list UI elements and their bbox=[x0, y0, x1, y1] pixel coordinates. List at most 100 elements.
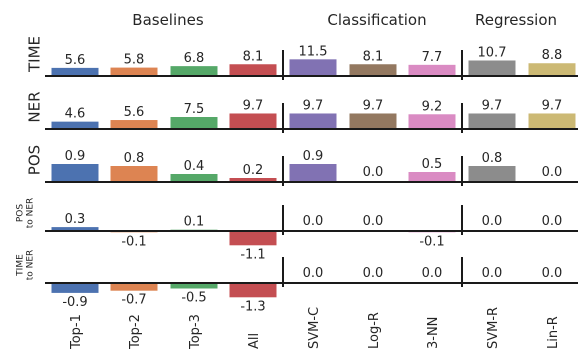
value-label-pos-3-nn: 0.5 bbox=[422, 157, 443, 172]
value-label-ner-top-3: 7.5 bbox=[184, 102, 205, 117]
value-label-pos-top-2: 0.8 bbox=[124, 151, 145, 166]
value-label-ner-lin-r: 9.7 bbox=[542, 98, 563, 113]
row-pos-to-ner: POSto NER 0.3 -0.1 0.1 -1.1 0.0 0.0 -0.1 0.0 0.0 bbox=[16, 198, 578, 262]
row-label-time-to-ner: TIMEto NER bbox=[16, 250, 36, 281]
bar-time-top-1 bbox=[51, 67, 99, 76]
bar-pos-3-nn bbox=[408, 172, 456, 182]
bar-ner-log-r bbox=[349, 113, 397, 129]
bar-time-all bbox=[229, 64, 277, 76]
value-label-time-to-ner-svm-r: 0.0 bbox=[482, 266, 503, 281]
bar-time-svm-r bbox=[468, 60, 516, 76]
row-ner: NER 4.6 5.6 7.5 9.7 9.7 9.7 9.2 9.7 9.7 bbox=[25, 91, 578, 133]
value-label-pos-to-ner-3-nn: -0.1 bbox=[419, 234, 444, 249]
value-label-pos-to-ner-top-2: -0.1 bbox=[121, 234, 146, 249]
value-label-time-to-ner-lin-r: 0.0 bbox=[542, 266, 563, 281]
value-label-pos-to-ner-log-r: 0.0 bbox=[363, 214, 384, 229]
value-label-pos-top-1: 0.9 bbox=[65, 149, 86, 164]
bar-pos-top-2 bbox=[110, 166, 158, 182]
value-label-pos-to-ner-svm-r: 0.0 bbox=[482, 214, 503, 229]
bar-pos-svm-c bbox=[289, 164, 337, 182]
value-label-pos-to-ner-all: -1.1 bbox=[240, 247, 265, 262]
value-label-ner-3-nn: 9.2 bbox=[422, 99, 443, 114]
x-tick-label-top-3: Top-3 bbox=[188, 314, 203, 349]
group-titles: Baselines Classification Regression bbox=[132, 11, 557, 29]
value-label-time-to-ner-svm-c: 0.0 bbox=[303, 266, 324, 281]
bar-ner-svm-r bbox=[468, 113, 516, 129]
value-label-time-to-ner-3-nn: 0.0 bbox=[422, 266, 443, 281]
x-tick-label-svm-r: SVM-R bbox=[486, 307, 501, 349]
value-label-time-svm-r: 10.7 bbox=[478, 45, 507, 60]
value-label-time-lin-r: 8.8 bbox=[542, 48, 563, 63]
value-label-ner-svm-r: 9.7 bbox=[482, 98, 503, 113]
value-label-ner-top-1: 4.6 bbox=[65, 107, 86, 122]
bar-pos-top-1 bbox=[51, 164, 99, 182]
x-tick-label-log-r: Log-R bbox=[367, 312, 382, 349]
bar-time-to-ner-all bbox=[229, 283, 277, 298]
bar-pos-top-3 bbox=[170, 174, 218, 182]
group-title-classification: Classification bbox=[327, 11, 426, 29]
value-label-pos-to-ner-lin-r: 0.0 bbox=[542, 214, 563, 229]
row-label-time: TIME bbox=[25, 36, 43, 73]
value-label-time-to-ner-top-1: -0.9 bbox=[62, 295, 87, 310]
row-label-line: POS bbox=[16, 204, 26, 223]
bar-time-to-ner-top-1 bbox=[51, 283, 99, 293]
value-label-pos-lin-r: 0.0 bbox=[542, 165, 563, 180]
bar-pos-all bbox=[229, 178, 277, 182]
value-label-ner-log-r: 9.7 bbox=[363, 98, 384, 113]
x-tick-label-top-1: Top-1 bbox=[69, 314, 84, 349]
bar-time-lin-r bbox=[528, 63, 576, 76]
x-tick-label-all: All bbox=[247, 333, 262, 349]
bar-ner-lin-r bbox=[528, 113, 576, 129]
x-tick-label-lin-r: Lin-R bbox=[546, 316, 561, 349]
bar-time-3-nn bbox=[408, 64, 456, 76]
bar-pos-to-ner-top-1 bbox=[51, 227, 99, 231]
row-label-line: NER bbox=[25, 91, 43, 122]
value-label-time-3-nn: 7.7 bbox=[422, 50, 443, 65]
bar-ner-3-nn bbox=[408, 114, 456, 129]
bar-time-svm-c bbox=[289, 59, 337, 76]
bar-time-to-ner-top-3 bbox=[170, 283, 218, 289]
row-time-to-ner: TIMEto NER -0.9 -0.7 -0.5 -1.3 0.0 0.0 0.0 0.0 0.… bbox=[16, 250, 578, 314]
chart-rows: TIME 5.6 5.8 6.8 8.1 11.5 8.1 7.7 10.7 8.8 NER 4.6 5… bbox=[16, 36, 578, 314]
value-label-time-to-ner-top-3: -0.5 bbox=[181, 291, 206, 306]
bar-ner-svm-c bbox=[289, 113, 337, 129]
bar-ner-top-3 bbox=[170, 117, 218, 129]
bar-pos-svm-r bbox=[468, 166, 516, 182]
row-label-pos: POS bbox=[25, 145, 43, 175]
x-tick-label-svm-c: SVM-C bbox=[307, 307, 322, 349]
bar-time-top-2 bbox=[110, 67, 158, 76]
value-label-pos-svm-r: 0.8 bbox=[482, 151, 503, 166]
bar-ner-all bbox=[229, 113, 277, 129]
row-label-line: to NER bbox=[26, 198, 36, 229]
bar-time-top-3 bbox=[170, 66, 218, 76]
bar-pos-to-ner-all bbox=[229, 231, 277, 246]
value-label-pos-to-ner-top-3: 0.1 bbox=[184, 215, 205, 230]
x-tick-label-3-nn: 3-NN bbox=[426, 317, 441, 349]
value-label-pos-all: 0.2 bbox=[243, 163, 264, 178]
value-label-time-top-1: 5.6 bbox=[65, 53, 86, 68]
value-label-pos-svm-c: 0.9 bbox=[303, 149, 324, 164]
value-label-pos-top-3: 0.4 bbox=[184, 159, 205, 174]
value-label-ner-top-2: 5.6 bbox=[124, 105, 145, 120]
group-title-regression: Regression bbox=[475, 11, 557, 29]
bar-ner-top-1 bbox=[51, 121, 99, 129]
value-label-time-top-2: 5.8 bbox=[124, 53, 145, 68]
row-label-ner: NER bbox=[25, 91, 43, 122]
value-label-time-to-ner-top-2: -0.7 bbox=[121, 293, 146, 308]
value-label-ner-svm-c: 9.7 bbox=[303, 98, 324, 113]
value-label-pos-to-ner-top-1: 0.3 bbox=[65, 212, 86, 227]
value-label-pos-to-ner-svm-c: 0.0 bbox=[303, 214, 324, 229]
x-tick-labels: Top-1 Top-2 Top-3 All SVM-C Log-R 3-NN SVM-R Lin… bbox=[69, 307, 561, 349]
row-label-line: to NER bbox=[26, 250, 36, 281]
value-label-time-to-ner-all: -1.3 bbox=[240, 299, 265, 314]
value-label-time-log-r: 8.1 bbox=[363, 49, 384, 64]
row-label-line: TIME bbox=[25, 36, 43, 73]
row-label-line: POS bbox=[25, 145, 43, 175]
value-label-time-all: 8.1 bbox=[243, 49, 264, 64]
group-title-baselines: Baselines bbox=[132, 11, 204, 29]
row-label-pos-to-ner: POSto NER bbox=[16, 198, 36, 229]
value-label-time-to-ner-log-r: 0.0 bbox=[363, 266, 384, 281]
value-label-time-svm-c: 11.5 bbox=[299, 44, 328, 59]
bar-time-log-r bbox=[349, 64, 397, 76]
